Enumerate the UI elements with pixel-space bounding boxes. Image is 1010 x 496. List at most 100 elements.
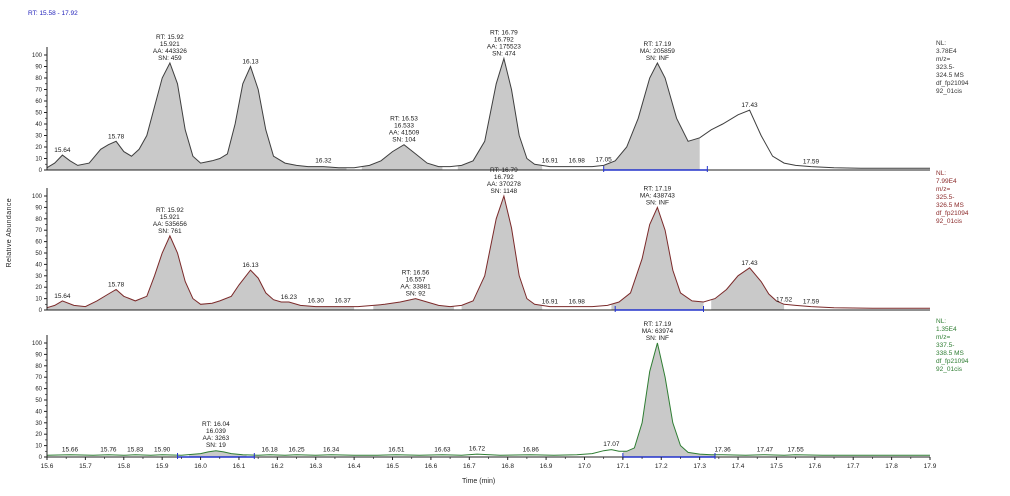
y-tick-label: 100 bbox=[32, 53, 43, 59]
x-tick-label: 15.6 bbox=[41, 463, 54, 470]
x-tick-label: 17.2 bbox=[655, 463, 668, 470]
y-tick-label: 90 bbox=[35, 205, 42, 211]
panel-1: 0 10 20 30 40 50 60 70 80 90 100 15.64 15.78 RT: 15.9… bbox=[32, 29, 930, 174]
x-tick-label: 16.8 bbox=[501, 463, 514, 470]
peak-label: 16.37 bbox=[334, 297, 351, 304]
x-tick-label: 15.8 bbox=[117, 463, 130, 470]
peak-label: 16.30 bbox=[308, 297, 325, 304]
y-tick-label: 20 bbox=[35, 432, 42, 438]
peak-label: 15.64 bbox=[54, 147, 71, 154]
x-tick-label: 16.0 bbox=[194, 463, 207, 470]
x-tick-label: 15.7 bbox=[79, 463, 92, 470]
peak-label: 16.13 bbox=[242, 59, 259, 66]
panel-3: 0 10 20 30 40 50 60 70 80 90 100 15.66 15.76 15.83 15.… bbox=[32, 321, 930, 461]
y-tick-label: 0 bbox=[39, 308, 43, 314]
y-tick-label: 80 bbox=[35, 364, 42, 370]
x-tick-label: 17.4 bbox=[732, 463, 745, 470]
x-tick-label: 16.1 bbox=[233, 463, 246, 470]
peak-label: 16.63 bbox=[434, 447, 451, 454]
y-tick-label: 90 bbox=[35, 352, 42, 358]
peak-label: 17.47 bbox=[757, 447, 774, 454]
peak-label: 17.43 bbox=[741, 260, 758, 267]
panel-3-nl-annotation: NL: 1.35E4 m/z= 337.5- 338.5 MS df_fp210… bbox=[936, 318, 969, 373]
panel-1-trace bbox=[46, 56, 930, 169]
y-tick-label: 40 bbox=[35, 122, 42, 128]
y-tick-label: 60 bbox=[35, 240, 42, 246]
y-tick-label: 30 bbox=[35, 421, 42, 427]
x-tick-label: 17.6 bbox=[808, 463, 821, 470]
peak-label: RT: 15.92 15.921 AA: 535656 SN: 761 bbox=[153, 207, 187, 235]
y-tick-label: 70 bbox=[35, 88, 42, 94]
peak-label: RT: 16.79 16.792 AA: 370278 SN: 1148 bbox=[487, 167, 521, 195]
peak-label: 16.32 bbox=[315, 157, 332, 164]
peak-fill bbox=[457, 58, 543, 170]
y-tick-label: 10 bbox=[35, 297, 42, 303]
peak-label: RT: 15.92 15.921 AA: 443326 SN: 459 bbox=[153, 34, 187, 62]
peak-label: RT: 17.19 MA: 205859 SN: INF bbox=[640, 41, 675, 62]
x-tick-label: 16.7 bbox=[463, 463, 476, 470]
peak-label: 15.90 bbox=[154, 447, 171, 454]
panel-3-trace bbox=[46, 342, 930, 456]
peak-label: RT: 17.19 MA: 63974 SN: INF bbox=[642, 321, 674, 342]
peak-fill bbox=[611, 207, 704, 310]
peak-label: RT: 16.56 16.557 AA: 33881 SN: 92 bbox=[400, 270, 431, 298]
x-tick-label: 17.5 bbox=[770, 463, 783, 470]
peak-label: 16.13 bbox=[242, 262, 259, 269]
y-tick-label: 50 bbox=[35, 398, 42, 404]
y-tick-label: 20 bbox=[35, 285, 42, 291]
x-axis: 15.6 15.7 15.8 15.9 16.0 16.1 16.2 16.3 16.4 16.5… bbox=[41, 457, 937, 470]
y-tick-label: 10 bbox=[35, 157, 42, 163]
panel-2: 0 10 20 30 40 50 60 70 80 90 100 15.64 15.78 RT: 15.9… bbox=[32, 167, 930, 314]
peak-label: 17.07 bbox=[603, 441, 620, 448]
peak-label: 16.34 bbox=[323, 447, 340, 454]
peak-label: 15.78 bbox=[108, 281, 125, 288]
peak-label: 17.59 bbox=[803, 299, 820, 306]
peak-fill bbox=[189, 450, 247, 457]
y-tick-label: 40 bbox=[35, 409, 42, 415]
x-tick-label: 16.4 bbox=[348, 463, 361, 470]
y-tick-label: 100 bbox=[32, 341, 43, 347]
peak-label: RT: 16.04 16.039 AA: 3263 SN: 19 bbox=[202, 421, 230, 449]
panel-2-trace bbox=[46, 194, 930, 309]
peak-label: RT: 16.79 16.792 AA: 175523 SN: 474 bbox=[487, 29, 521, 57]
y-tick-label: 30 bbox=[35, 274, 42, 280]
y-tick-label: 100 bbox=[32, 194, 43, 200]
y-tick-label: 80 bbox=[35, 217, 42, 223]
y-tick-label: 60 bbox=[35, 387, 42, 393]
x-tick-label: 16.9 bbox=[540, 463, 553, 470]
peak-label: 17.59 bbox=[803, 159, 820, 166]
peak-label: RT: 17.19 MA: 438743 SN: INF bbox=[640, 185, 675, 206]
peak-label: 16.72 bbox=[469, 446, 486, 453]
x-tick-label: 17.3 bbox=[693, 463, 706, 470]
x-tick-label: 16.6 bbox=[425, 463, 438, 470]
y-tick-label: 30 bbox=[35, 134, 42, 140]
x-tick-label: 16.2 bbox=[271, 463, 284, 470]
peak-label: 17.52 bbox=[776, 296, 793, 303]
peak-fill bbox=[603, 63, 700, 170]
x-axis-title: Time (min) bbox=[462, 478, 496, 485]
peak-label: 16.91 bbox=[542, 299, 559, 306]
y-tick-label: 80 bbox=[35, 76, 42, 82]
peak-fill bbox=[373, 298, 454, 310]
x-tick-label: 17.8 bbox=[885, 463, 898, 470]
peak-label: 15.78 bbox=[108, 133, 125, 140]
y-tick-label: 50 bbox=[35, 111, 42, 117]
x-tick-label: 16.5 bbox=[386, 463, 399, 470]
panel-1-nl-annotation: NL: 3.78E4 m/z= 323.5- 324.5 MS df_fp210… bbox=[936, 40, 969, 95]
peak-label: 16.98 bbox=[569, 299, 586, 306]
peak-fill bbox=[711, 267, 785, 310]
y-tick-label: 10 bbox=[35, 444, 42, 450]
x-tick-label: 15.9 bbox=[156, 463, 169, 470]
panel-2-nl-annotation: NL: 7.99E4 m/z= 325.5- 326.5 MS df_fp210… bbox=[936, 170, 969, 225]
peak-label: 17.43 bbox=[741, 102, 758, 109]
y-tick-label: 40 bbox=[35, 262, 42, 268]
peak-label: 17.36 bbox=[715, 447, 732, 454]
peak-fill bbox=[622, 343, 715, 457]
peak-label: 16.25 bbox=[288, 447, 305, 454]
y-tick-label: 70 bbox=[35, 375, 42, 381]
y-tick-label: 60 bbox=[35, 99, 42, 105]
rt-range-label: RT: 15.58 - 17.92 bbox=[28, 10, 78, 17]
